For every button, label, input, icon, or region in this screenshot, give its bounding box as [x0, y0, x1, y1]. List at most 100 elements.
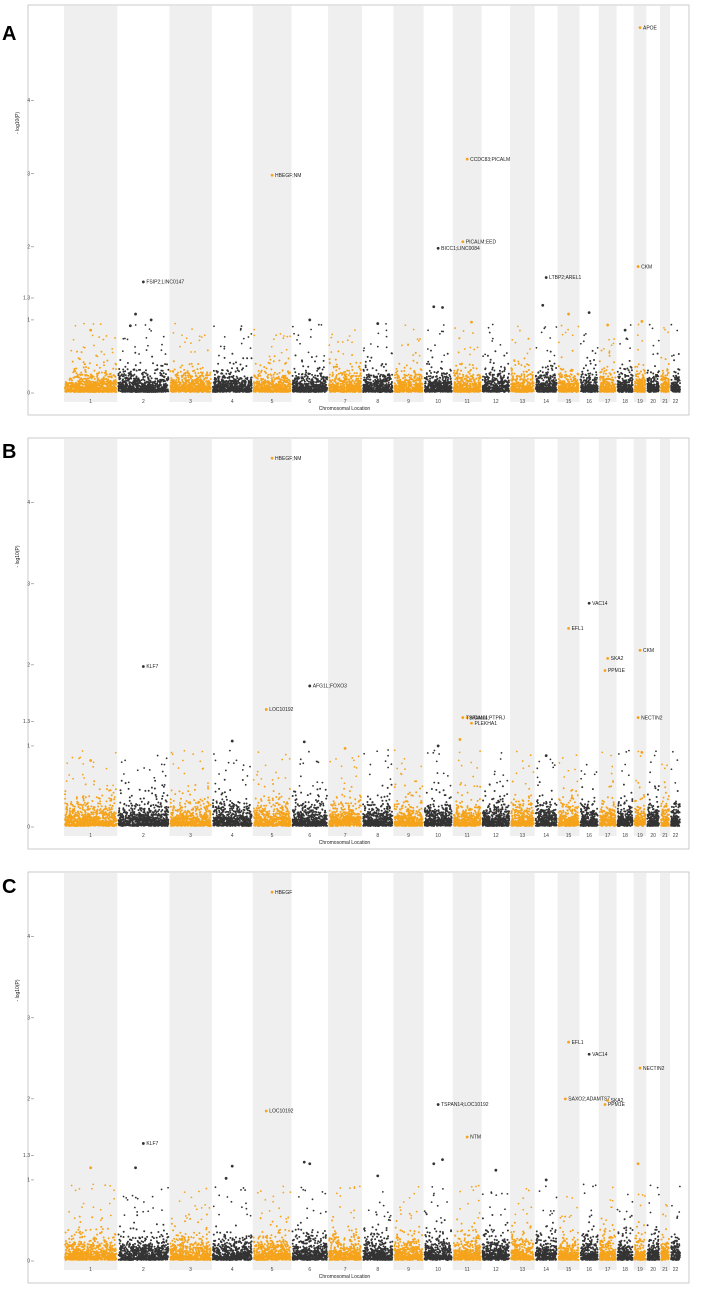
- snp-point: [664, 1203, 667, 1206]
- snp-point: [289, 1191, 292, 1194]
- snp-point: [89, 1166, 93, 1170]
- gene-label: KLF7: [146, 664, 158, 670]
- x-tick-label: 12: [493, 399, 499, 405]
- snp-point: [70, 349, 73, 352]
- snp-point: [74, 324, 77, 327]
- chromosome-band: [598, 873, 617, 1270]
- snp-point: [671, 750, 674, 753]
- snp-point: [247, 336, 250, 338]
- snp-point: [538, 1190, 541, 1192]
- snp-point: [272, 338, 275, 341]
- snp-point: [511, 338, 514, 341]
- snp-point: [161, 1209, 163, 1212]
- snp-point: [351, 757, 354, 759]
- snp-efl1: [567, 626, 570, 630]
- snp-point: [164, 774, 167, 777]
- snp-point: [308, 750, 310, 753]
- snp-point: [431, 1185, 434, 1188]
- y-tick-label: 0: [27, 1259, 30, 1265]
- snp-point: [92, 761, 95, 764]
- x-tick-label: 21: [662, 399, 668, 405]
- snp-point: [224, 1176, 228, 1180]
- snp-point: [136, 1211, 139, 1213]
- snp-point: [525, 1187, 528, 1190]
- y-tick-label: 3: [27, 171, 30, 177]
- snp-point: [284, 777, 287, 779]
- snp-point: [414, 780, 416, 783]
- snp-point: [649, 1184, 652, 1187]
- x-tick-label: 16: [586, 1267, 592, 1273]
- snp-point: [500, 1214, 502, 1216]
- x-tick-label: 11: [465, 833, 470, 839]
- snp-point: [150, 329, 153, 332]
- snp-point: [433, 749, 436, 752]
- snp-point: [240, 1206, 243, 1209]
- snp-nectin2: [636, 716, 640, 719]
- snp-apoe: [638, 26, 642, 30]
- snp-point: [577, 325, 580, 328]
- snp-point: [242, 1187, 245, 1189]
- snp-point: [83, 322, 85, 325]
- gene-label: PICALM;EED: [466, 239, 497, 245]
- snp-point: [637, 348, 639, 351]
- snp-point: [458, 751, 461, 754]
- snp-point: [487, 326, 490, 329]
- snp-point: [187, 785, 190, 787]
- snp-point: [433, 1192, 435, 1195]
- snp-cloud-chr16: [579, 1215, 599, 1261]
- snp-point: [330, 351, 333, 353]
- snp-point: [418, 354, 421, 357]
- snp-point: [552, 766, 555, 769]
- snp-point: [460, 781, 463, 784]
- x-tick-label: 8: [376, 399, 379, 405]
- snp-point: [506, 779, 509, 782]
- snp-point: [527, 337, 530, 340]
- snp-point: [286, 335, 289, 338]
- snp-point: [387, 749, 390, 751]
- snp-point: [335, 1192, 338, 1195]
- snp-ccdc83-picalm: [465, 157, 469, 161]
- snp-point: [264, 764, 267, 767]
- snp-point: [472, 1189, 475, 1192]
- snp-point: [476, 346, 479, 349]
- snp-point: [136, 1197, 139, 1200]
- snp-point: [389, 1214, 392, 1217]
- chromosome-band: [510, 439, 535, 836]
- snp-point: [280, 351, 283, 354]
- snp-point: [122, 337, 125, 340]
- snp-point: [629, 347, 631, 350]
- snp-point: [285, 348, 288, 351]
- snp-point: [399, 1209, 402, 1212]
- snp-point: [256, 770, 259, 773]
- chromosome-band: [393, 6, 424, 402]
- snp-point: [341, 341, 344, 343]
- snp-point: [590, 1214, 593, 1217]
- snp-point: [244, 783, 247, 786]
- snp-point: [526, 352, 529, 355]
- y-tick-label: 1.3: [23, 1153, 30, 1159]
- snp-point: [111, 351, 114, 354]
- snp-point: [170, 751, 173, 754]
- snp-point: [537, 784, 539, 787]
- snp-point: [213, 753, 215, 755]
- snp-point: [594, 1184, 597, 1187]
- snp-point: [312, 1209, 315, 1212]
- snp-point: [272, 1200, 274, 1203]
- chromosome-band: [393, 873, 424, 1270]
- snp-point: [388, 1216, 391, 1219]
- snp-point: [678, 1211, 681, 1213]
- snp-point: [283, 335, 285, 337]
- snp-point: [648, 1202, 651, 1204]
- snp-point: [82, 346, 85, 348]
- snp-point: [114, 751, 117, 754]
- x-tick-label: 2: [142, 1267, 145, 1273]
- snp-point: [459, 1208, 462, 1210]
- snp-point: [218, 1213, 220, 1216]
- snp-point: [637, 750, 640, 753]
- snp-point: [472, 332, 474, 334]
- snp-point: [339, 1195, 342, 1197]
- snp-point: [488, 783, 491, 786]
- snp-point: [488, 331, 491, 334]
- snp-point: [570, 1214, 572, 1217]
- x-tick-label: 15: [566, 399, 572, 405]
